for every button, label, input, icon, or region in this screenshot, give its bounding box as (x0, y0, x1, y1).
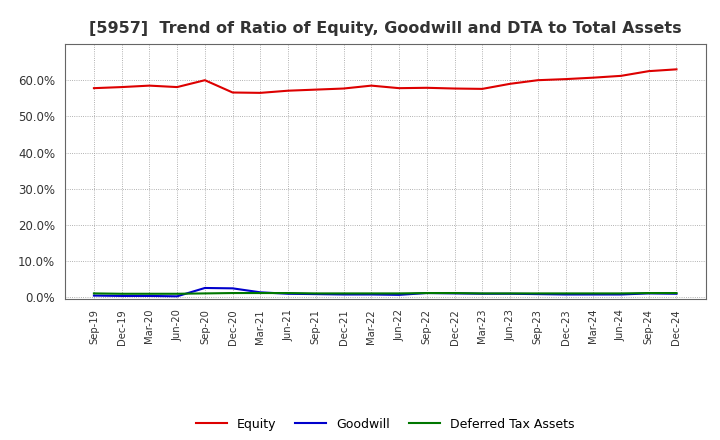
Deferred Tax Assets (312, 291, 320, 296)
Deferred Tax Assets (256, 290, 265, 296)
Deferred Tax Assets (339, 291, 348, 296)
Goodwill (589, 292, 598, 297)
Equity (672, 67, 681, 72)
Goodwill (228, 286, 237, 291)
Goodwill (117, 293, 126, 299)
Deferred Tax Assets (173, 291, 181, 297)
Goodwill (505, 291, 514, 297)
Equity (450, 86, 459, 91)
Equity (561, 77, 570, 82)
Goodwill (284, 291, 292, 297)
Equity (367, 83, 376, 88)
Line: Goodwill: Goodwill (94, 288, 677, 296)
Equity (173, 84, 181, 90)
Equity (339, 86, 348, 91)
Deferred Tax Assets (616, 291, 625, 296)
Deferred Tax Assets (450, 290, 459, 296)
Goodwill (312, 291, 320, 297)
Goodwill (89, 293, 98, 298)
Goodwill (478, 291, 487, 297)
Goodwill (423, 290, 431, 296)
Legend: Equity, Goodwill, Deferred Tax Assets: Equity, Goodwill, Deferred Tax Assets (191, 413, 580, 436)
Line: Equity: Equity (94, 70, 677, 93)
Goodwill (339, 292, 348, 297)
Goodwill (173, 293, 181, 299)
Goodwill (395, 292, 403, 297)
Goodwill (672, 291, 681, 297)
Equity (505, 81, 514, 86)
Equity (117, 84, 126, 90)
Deferred Tax Assets (561, 291, 570, 296)
Goodwill (561, 292, 570, 297)
Deferred Tax Assets (228, 290, 237, 296)
Deferred Tax Assets (423, 290, 431, 296)
Equity (256, 90, 265, 95)
Equity (616, 73, 625, 78)
Line: Deferred Tax Assets: Deferred Tax Assets (94, 293, 677, 294)
Deferred Tax Assets (534, 291, 542, 296)
Deferred Tax Assets (284, 290, 292, 296)
Equity (478, 86, 487, 92)
Goodwill (145, 293, 154, 299)
Deferred Tax Assets (201, 291, 210, 296)
Deferred Tax Assets (672, 290, 681, 296)
Deferred Tax Assets (589, 291, 598, 296)
Deferred Tax Assets (367, 291, 376, 296)
Equity (589, 75, 598, 81)
Goodwill (534, 291, 542, 297)
Equity (395, 85, 403, 91)
Equity (312, 87, 320, 92)
Equity (228, 90, 237, 95)
Goodwill (201, 285, 210, 290)
Deferred Tax Assets (644, 290, 653, 296)
Deferred Tax Assets (117, 291, 126, 297)
Goodwill (644, 291, 653, 296)
Equity (201, 77, 210, 83)
Equity (534, 77, 542, 83)
Equity (284, 88, 292, 93)
Deferred Tax Assets (395, 291, 403, 296)
Equity (145, 83, 154, 88)
Equity (89, 85, 98, 91)
Deferred Tax Assets (89, 291, 98, 296)
Equity (423, 85, 431, 91)
Equity (644, 69, 653, 74)
Title: [5957]  Trend of Ratio of Equity, Goodwill and DTA to Total Assets: [5957] Trend of Ratio of Equity, Goodwil… (89, 21, 682, 36)
Goodwill (256, 290, 265, 295)
Goodwill (616, 292, 625, 297)
Deferred Tax Assets (145, 291, 154, 297)
Goodwill (367, 292, 376, 297)
Goodwill (450, 291, 459, 296)
Deferred Tax Assets (478, 291, 487, 296)
Deferred Tax Assets (505, 291, 514, 296)
